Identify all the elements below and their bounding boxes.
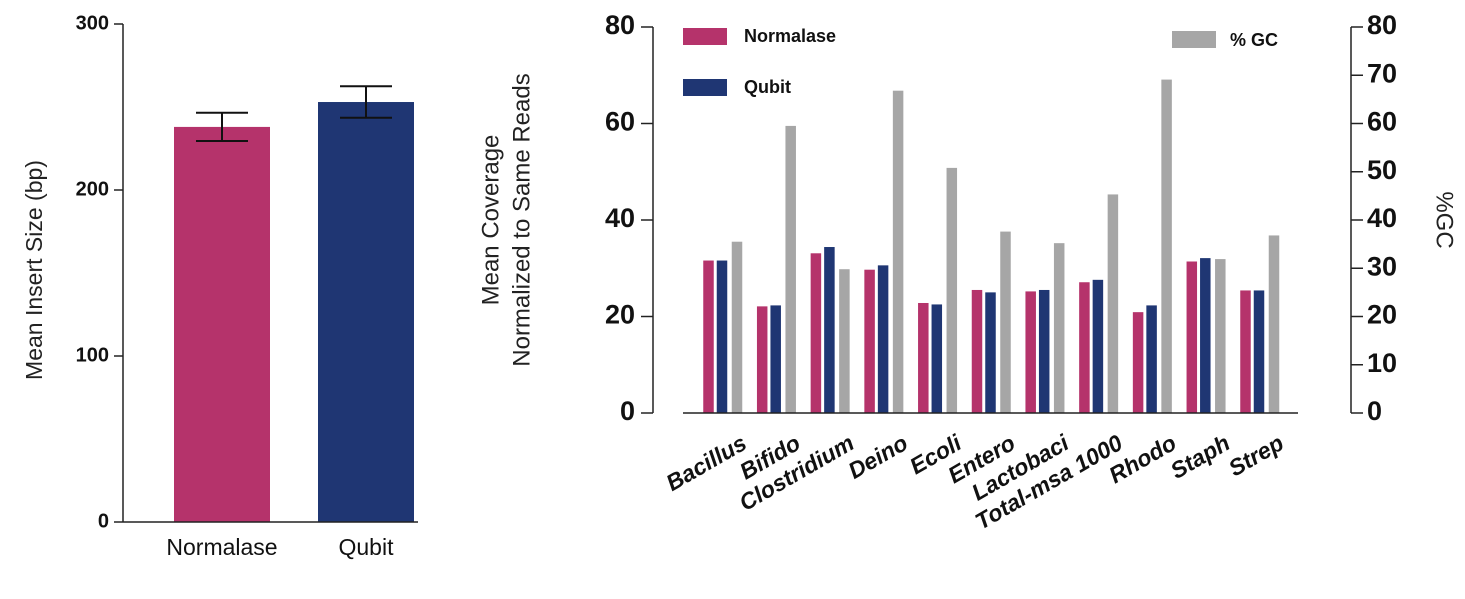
legend-item-qubit: Qubit	[683, 77, 791, 97]
legend-swatch	[683, 28, 727, 45]
coverage-left-y-ticks: 0 20 40 60 80	[605, 10, 653, 426]
bar-normalase-clostridium	[810, 253, 822, 413]
bar-qubit-ecoli	[931, 304, 943, 413]
bar-gc-entero	[1000, 231, 1011, 413]
insert-size-error-bars	[196, 85, 392, 143]
bar-normalase-total-msa-1000	[1079, 282, 1090, 413]
legend-swatch	[683, 79, 727, 96]
insert-size-axes	[122, 24, 418, 523]
insert-size-chart: 0 100 200 300 Normalase Qubit Mean Insert Si…	[21, 12, 418, 560]
bar-normalase-strep	[1240, 290, 1251, 413]
bar-gc-bifido	[785, 125, 796, 413]
insert-size-x-labels: Normalase Qubit	[166, 534, 394, 560]
error-bar-qubit	[340, 85, 392, 119]
coverage-right-y-axis-title: %GC	[1431, 191, 1458, 248]
bar-qubit-rhodo	[1146, 305, 1157, 413]
coverage-y-axis-title-line-1: Mean Coverage	[477, 135, 504, 306]
coverage-y-axis-title-line-2: Normalized to Same Reads	[508, 73, 535, 366]
left-y-tick-label: 60	[605, 107, 635, 137]
bar-normalase-ecoli	[918, 302, 929, 413]
insert-size-y-axis-title: Mean Insert Size (bp)	[21, 160, 47, 380]
insert-size-bars	[174, 102, 414, 523]
bar-gc-ecoli	[946, 167, 958, 413]
bar-normalase-entero	[971, 289, 983, 413]
bar-qubit-bifido	[770, 305, 781, 413]
bar-qubit-bacillus	[716, 260, 728, 413]
bar-gc-bacillus	[731, 241, 743, 413]
right-y-tick-label: 30	[1367, 251, 1397, 281]
error-bar-normalase	[196, 111, 248, 143]
bar-gc-staph	[1215, 259, 1226, 413]
bar-gc-total-msa-1000	[1107, 194, 1119, 413]
bar-gc-clostridium	[839, 269, 850, 413]
legend-swatch	[1172, 31, 1216, 48]
left-y-tick-label: 20	[605, 300, 635, 330]
right-y-tick-label: 10	[1367, 348, 1397, 378]
bar-normalase	[174, 126, 270, 523]
left-y-tick-label: 0	[620, 396, 635, 426]
coverage-bars	[703, 79, 1280, 413]
legend-item-gc: % GC	[1172, 30, 1278, 50]
x-tick-label: Qubit	[339, 534, 395, 560]
right-y-tick-label: 0	[1367, 396, 1382, 426]
bar-normalase-bifido	[756, 306, 768, 413]
right-y-tick-label: 80	[1367, 10, 1397, 40]
right-y-tick-label: 40	[1367, 203, 1397, 233]
bar-gc-rhodo	[1161, 79, 1172, 413]
bar-qubit-strep	[1253, 290, 1265, 413]
bar-normalase-lactobaci	[1025, 291, 1036, 413]
x-tick-label: Deino	[844, 429, 912, 483]
right-y-tick-label: 60	[1367, 107, 1397, 137]
legend-label: Normalase	[744, 26, 836, 46]
bar-gc-lactobaci	[1053, 243, 1065, 413]
coverage-legend: Normalase Qubit % GC	[683, 26, 1278, 97]
x-tick-label: Normalase	[166, 534, 277, 560]
right-y-tick-label: 50	[1367, 155, 1397, 185]
bar-qubit-staph	[1200, 258, 1211, 413]
legend-item-normalase: Normalase	[683, 26, 836, 46]
bar-qubit-lactobaci	[1038, 289, 1050, 413]
y-tick-label: 200	[76, 178, 109, 200]
bar-qubit-deino	[877, 265, 889, 413]
insert-size-y-ticks: 0 100 200 300	[76, 12, 123, 532]
bar-gc-strep	[1268, 235, 1280, 413]
bar-normalase-bacillus	[703, 260, 714, 413]
x-tick-label: Strep	[1224, 429, 1288, 481]
legend-label: Qubit	[744, 77, 791, 97]
bar-normalase-staph	[1186, 261, 1198, 413]
y-tick-label: 100	[76, 344, 109, 366]
bar-qubit-entero	[985, 292, 996, 413]
bar-qubit-clostridium	[824, 247, 835, 413]
coverage-x-labels: BacillusBifidoClostridiumDeinoEcoliEnter…	[661, 429, 1287, 534]
left-y-tick-label: 80	[605, 10, 635, 40]
bar-qubit-total-msa-1000	[1092, 279, 1104, 413]
right-y-tick-label: 70	[1367, 58, 1397, 88]
right-y-tick-label: 20	[1367, 300, 1397, 330]
bar-gc-deino	[892, 90, 904, 413]
coverage-chart: 0 20 40 60 80 0 10 20 30 40 50 60 70 80 BacillusBifi…	[477, 10, 1457, 534]
left-y-tick-label: 40	[605, 203, 635, 233]
x-tick-label: Staph	[1166, 429, 1234, 483]
y-tick-label: 300	[76, 12, 109, 34]
legend-label: % GC	[1230, 30, 1278, 50]
bar-normalase-rhodo	[1132, 312, 1144, 413]
coverage-right-y-ticks: 0 10 20 30 40 50 60 70 80	[1351, 10, 1397, 426]
bar-normalase-deino	[864, 269, 875, 413]
bar-qubit	[318, 102, 414, 523]
y-tick-label: 0	[98, 510, 109, 532]
